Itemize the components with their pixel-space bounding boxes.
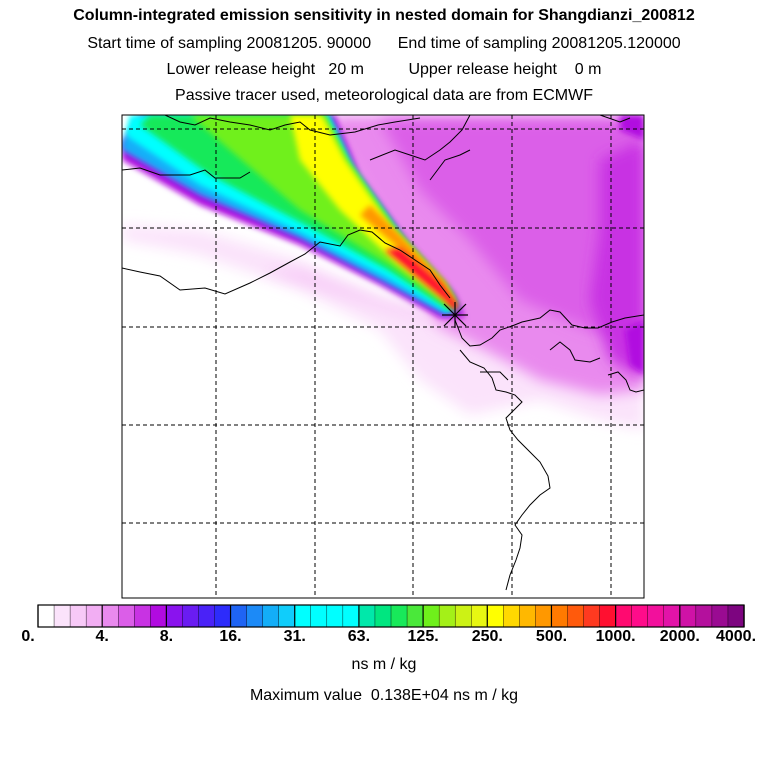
colorbar-tick-label: 31. (283, 628, 306, 645)
colorbar-cell (727, 604, 745, 628)
colorbar-cell (647, 604, 665, 628)
colorbar-cell (182, 604, 200, 628)
colorbar-cell (519, 604, 537, 628)
colorbar-cell (454, 604, 472, 628)
colorbar-tick-label: 125. (407, 628, 439, 645)
colorbar-cell (198, 604, 216, 628)
colorbar-cell (503, 604, 520, 628)
colorbar-cell (406, 604, 424, 628)
colorbar-tick-label: 4. (95, 628, 109, 645)
maximum-value: Maximum value 0.138E+04 ns m / kg (249, 687, 519, 704)
colorbar-tick-label: 16. (219, 628, 242, 645)
coastline (122, 115, 644, 591)
colorbar-cell (262, 604, 280, 628)
colorbar-cell (374, 604, 392, 628)
colorbar-cell (631, 604, 649, 628)
colorbar-cell (85, 604, 103, 628)
colorbar-cell (326, 604, 344, 628)
colorbar-cell (695, 604, 713, 628)
colorbar-cell (69, 604, 87, 628)
colorbar-cell (535, 604, 553, 628)
colorbar-cell (230, 604, 248, 628)
colorbar-tick-label: 1000. (595, 628, 636, 645)
colorbar-cell (53, 604, 71, 628)
colorbar-units: ns m / kg (351, 656, 417, 673)
colorbar-tick-label: 250. (471, 628, 503, 645)
colorbar-tick-label: 4000. (715, 628, 757, 645)
station-cross-icon (442, 302, 468, 328)
colorbar-cell (422, 604, 440, 628)
sensitivity-field (122, 115, 644, 598)
colorbar-cell (246, 604, 264, 628)
release-height-line: Lower release height 20 m Upper release … (166, 61, 602, 78)
colorbar-cell (294, 604, 312, 628)
map-title: Column-integrated emission sensitivity i… (73, 7, 695, 24)
tracer-info-line: Passive tracer used, meteorological data… (175, 87, 593, 104)
colorbar-tick-label: 0. (21, 628, 35, 645)
colorbar-cell (583, 604, 601, 628)
colorbar-cell (551, 604, 569, 628)
colorbar-cell (278, 604, 296, 628)
colorbar-cell (390, 604, 408, 628)
colorbar-cell (134, 604, 151, 628)
colorbar-tick-label: 2000. (659, 628, 700, 645)
colorbar-cell (599, 604, 617, 628)
colorbar-cell (679, 604, 697, 628)
map-border (121, 114, 645, 599)
colorbar-cell (310, 604, 328, 628)
colorbar-cell (214, 604, 232, 628)
colorbar-tick-label: 63. (347, 628, 371, 645)
colorbar-cell (166, 604, 184, 628)
colorbar-tick-label: 8. (159, 628, 174, 645)
colorbar-tick-label: 500. (535, 628, 568, 645)
sampling-time-line: Start time of sampling 20081205. 90000 E… (87, 35, 681, 52)
colorbar-cell (471, 604, 488, 628)
colorbar-cell (101, 604, 119, 628)
colorbar-cell (150, 604, 167, 628)
colorbar-cell (438, 604, 456, 628)
colorbar-cell (487, 604, 504, 628)
colorbar-cell (37, 604, 55, 628)
colorbar-cell (342, 604, 360, 628)
colorbar-cell (711, 604, 729, 628)
colorbar-cell (615, 604, 633, 628)
colorbar-cell (358, 604, 376, 628)
colorbar-cell (663, 604, 681, 628)
lat-lon-grid (122, 115, 644, 598)
colorbar-cell (118, 604, 135, 628)
colorbar-cell (567, 604, 585, 628)
